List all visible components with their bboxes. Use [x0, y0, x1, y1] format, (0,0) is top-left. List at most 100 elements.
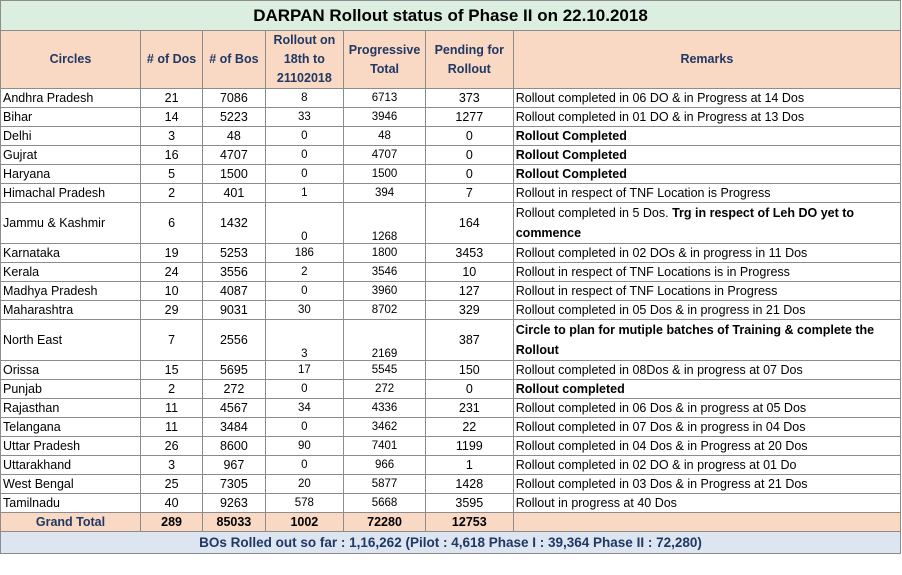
cell-bos: 2556	[202, 319, 266, 361]
cell-pending: 0	[424, 379, 514, 399]
cell-remarks: Rollout in respect of TNF Location is Pr…	[512, 183, 902, 203]
cell-circle: Jammu & Kashmir	[0, 202, 141, 244]
cell-circle: Himachal Pradesh	[0, 183, 141, 203]
cell-bos: 1432	[202, 202, 266, 244]
cell-circle: Punjab	[0, 379, 141, 399]
cell-dos: 7	[139, 319, 204, 361]
cell-progressive-total: 8702	[343, 300, 426, 320]
cell-dos: 26	[139, 436, 204, 456]
cell-pending: 22	[424, 417, 514, 437]
cell-progressive-total: 3546	[343, 262, 426, 282]
cell-remarks: Rollout in respect of TNF Locations is i…	[512, 262, 902, 282]
cell-progressive-total: 3462	[343, 417, 426, 437]
cell-dos: 29	[139, 300, 204, 320]
cell-remarks: Rollout completed in 01 DO & in Progress…	[512, 107, 902, 127]
table-row: North East 7 2556 3 2169 387 Circle to plan fo…	[0, 319, 902, 361]
header-dos: # of Dos	[139, 30, 204, 89]
cell-bos: 9031	[202, 300, 266, 320]
cell-bos: 401	[202, 183, 266, 203]
cell-dos: 2	[139, 379, 204, 399]
cell-circle: Haryana	[0, 164, 141, 184]
cell-circle: Uttar Pradesh	[0, 436, 141, 456]
cell-progressive-total: 394	[343, 183, 426, 203]
cell-remarks: Rollout Completed	[512, 164, 902, 184]
cell-circle: Delhi	[0, 126, 141, 146]
cell-bos: 9263	[202, 493, 266, 513]
cell-dos: 14	[139, 107, 204, 127]
rolled-out-summary: BOs Rolled out so far : 1,16,262 (Pilot …	[0, 531, 901, 554]
header-circles: Circles	[0, 30, 141, 89]
cell-dos: 6	[139, 202, 204, 244]
cell-rollout: 0	[264, 455, 345, 475]
total-remarks	[512, 512, 902, 532]
total-progressive: 72280	[343, 512, 426, 532]
cell-progressive-total: 5545	[343, 360, 426, 380]
cell-bos: 967	[202, 455, 266, 475]
cell-remarks: Rollout completed in 02 DO & in progress…	[512, 455, 902, 475]
table-row: Uttar Pradesh 26 8600 90 7401 1199 Rollout com…	[0, 436, 902, 456]
cell-pending: 10	[424, 262, 514, 282]
cell-pending: 3595	[424, 493, 514, 513]
cell-rollout: 90	[264, 436, 345, 456]
cell-circle: Andhra Pradesh	[0, 88, 141, 108]
table-row: Haryana 5 1500 0 1500 0 Rollout Completed	[0, 164, 902, 184]
cell-progressive-total: 6713	[343, 88, 426, 108]
cell-bos: 3556	[202, 262, 266, 282]
cell-dos: 16	[139, 145, 204, 165]
cell-pending: 387	[424, 319, 514, 361]
table-row: Bihar 14 5223 33 3946 1277 Rollout completed i…	[0, 107, 902, 127]
cell-circle: Bihar	[0, 107, 141, 127]
cell-progressive-total: 5668	[343, 493, 426, 513]
cell-circle: West Bengal	[0, 474, 141, 494]
cell-pending: 1	[424, 455, 514, 475]
table-row: Kerala 24 3556 2 3546 10 Rollout in respect of…	[0, 262, 902, 282]
cell-pending: 0	[424, 126, 514, 146]
table-row: Karnataka 19 5253 186 1800 3453 Rollout comple…	[0, 243, 902, 263]
cell-remarks: Rollout in respect of TNF Locations in P…	[512, 281, 902, 301]
cell-bos: 272	[202, 379, 266, 399]
cell-rollout: 8	[264, 88, 345, 108]
cell-dos: 25	[139, 474, 204, 494]
cell-progressive-total: 3946	[343, 107, 426, 127]
cell-remarks: Rollout completed in 07 Dos & in progres…	[512, 417, 902, 437]
cell-rollout: 186	[264, 243, 345, 263]
cell-pending: 1277	[424, 107, 514, 127]
cell-rollout: 0	[264, 202, 345, 244]
cell-pending: 164	[424, 202, 514, 244]
table-title: DARPAN Rollout status of Phase II on 22.…	[0, 0, 901, 31]
cell-dos: 40	[139, 493, 204, 513]
table-row: Madhya Pradesh 10 4087 0 3960 127 Rollout in r…	[0, 281, 902, 301]
cell-pending: 329	[424, 300, 514, 320]
total-pending: 12753	[424, 512, 514, 532]
cell-bos: 5695	[202, 360, 266, 380]
table-row: Rajasthan 11 4567 34 4336 231 Rollout complete…	[0, 398, 902, 418]
cell-circle: Telangana	[0, 417, 141, 437]
cell-rollout: 1	[264, 183, 345, 203]
table-row: Delhi 3 48 0 48 0 Rollout Completed	[0, 126, 902, 146]
cell-circle: Orissa	[0, 360, 141, 380]
cell-remarks: Circle to plan for mutiple batches of Tr…	[512, 319, 902, 361]
cell-remarks: Rollout completed in 03 Dos & in Progres…	[512, 474, 902, 494]
cell-dos: 15	[139, 360, 204, 380]
table-row: Telangana 11 3484 0 3462 22 Rollout completed …	[0, 417, 902, 437]
cell-bos: 4707	[202, 145, 266, 165]
cell-remarks: Rollout in progress at 40 Dos	[512, 493, 902, 513]
cell-rollout: 0	[264, 417, 345, 437]
cell-dos: 24	[139, 262, 204, 282]
cell-circle: Madhya Pradesh	[0, 281, 141, 301]
cell-circle: Tamilnadu	[0, 493, 141, 513]
cell-dos: 11	[139, 417, 204, 437]
cell-pending: 150	[424, 360, 514, 380]
cell-circle: Gujrat	[0, 145, 141, 165]
cell-pending: 231	[424, 398, 514, 418]
cell-rollout: 0	[264, 145, 345, 165]
cell-rollout: 3	[264, 319, 345, 361]
cell-bos: 4087	[202, 281, 266, 301]
cell-pending: 1428	[424, 474, 514, 494]
cell-progressive-total: 1800	[343, 243, 426, 263]
header-progressive-total: Progressive Total	[343, 30, 426, 89]
cell-rollout: 578	[264, 493, 345, 513]
cell-remarks: Rollout Completed	[512, 126, 902, 146]
cell-rollout: 33	[264, 107, 345, 127]
remarks-part: Rollout completed in 5 Dos.	[515, 206, 673, 220]
